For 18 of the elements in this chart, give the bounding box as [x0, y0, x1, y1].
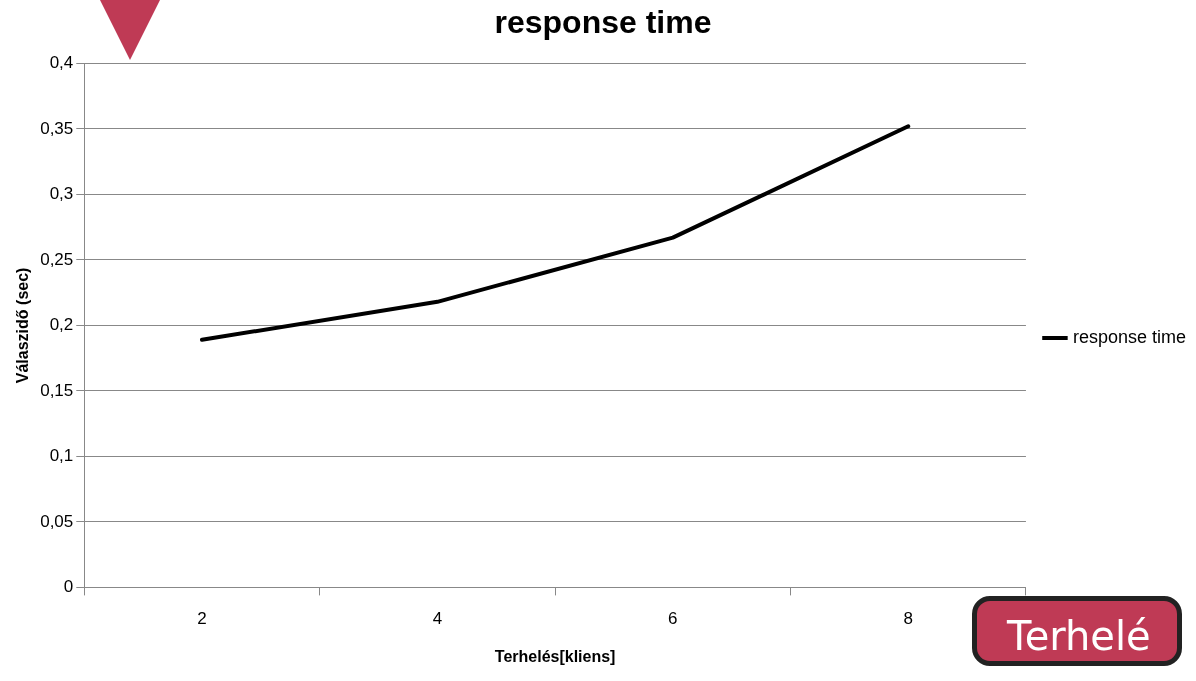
- x-axis-title: Terhelés[kliens]: [494, 647, 616, 665]
- y-tick-label: 0,3: [49, 184, 74, 204]
- chart-title: response time: [494, 4, 712, 41]
- x-tick-label: 2: [197, 609, 207, 629]
- y-tick-label: 0,4: [49, 53, 74, 73]
- y-tick-label: 0,35: [40, 118, 74, 138]
- x-tick-label: 4: [432, 609, 443, 629]
- y-tick-label: 0,2: [49, 315, 74, 335]
- y-tick-label: 0,15: [40, 380, 74, 400]
- x-tick-label: 8: [903, 609, 913, 629]
- text: Terhelé: [972, 596, 1182, 666]
- y-tick-label: 0: [63, 577, 74, 597]
- legend-label: response time: [1072, 326, 1187, 347]
- y-tick-label: 0,1: [49, 446, 74, 466]
- y-axis-title: Válaszidő (sec): [14, 267, 32, 384]
- y-tick-label: 0,05: [40, 511, 74, 531]
- x-tick-label: 6: [668, 609, 678, 629]
- y-tick-label: 0,25: [40, 249, 74, 269]
